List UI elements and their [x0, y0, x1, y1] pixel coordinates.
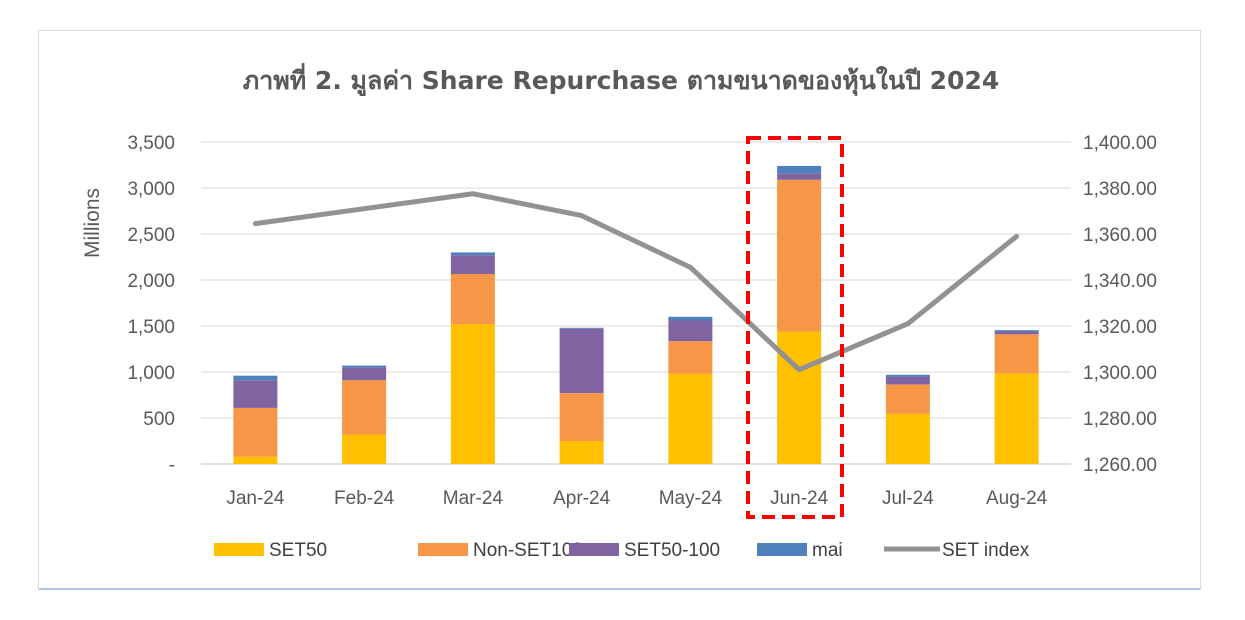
- y2-tick-label: 1,260.00: [1083, 455, 1157, 476]
- bar-segment: [450, 252, 495, 256]
- bar-segment: [777, 179, 822, 332]
- x-tick-label: Jan-24: [226, 488, 285, 509]
- legend-label: Non-SET100: [473, 540, 583, 561]
- bar-segment: [559, 328, 604, 394]
- legend-swatch: [418, 543, 468, 556]
- x-tick-label: Jun-24: [770, 488, 829, 509]
- gridlines: [201, 141, 1071, 465]
- y2-tick-label: 1,280.00: [1083, 409, 1157, 430]
- bar-segment: [885, 376, 930, 385]
- highlight-box: [746, 136, 844, 519]
- chart-frame: ภาพที่ 2. มูลค่า Share Repurchase ตามขนา…: [38, 30, 1201, 590]
- bar-segment: [777, 173, 822, 180]
- y-tick-label: -: [169, 455, 175, 476]
- x-tick-label: Aug-24: [986, 488, 1048, 509]
- chart-svg: ภาพที่ 2. มูลค่า Share Repurchase ตามขนา…: [81, 63, 1157, 561]
- chart-title: ภาพที่ 2. มูลค่า Share Repurchase ตามขนา…: [243, 63, 1000, 97]
- y2-tick-label: 1,320.00: [1083, 317, 1157, 338]
- right-axis-ticks: 1,260.00 1,280.00 1,300.00 1,320.00 1,340.00…: [1083, 133, 1157, 476]
- bar-segment: [885, 413, 930, 464]
- y-axis-label: Millions: [81, 188, 104, 258]
- y-tick-label: 3,000: [127, 179, 175, 200]
- bar-segment: [885, 384, 930, 414]
- bar-segment: [233, 375, 278, 381]
- bar-segment: [342, 367, 387, 381]
- bar-segment: [342, 434, 387, 464]
- y-tick-label: 3,500: [127, 133, 175, 154]
- y2-tick-label: 1,340.00: [1083, 271, 1157, 292]
- x-tick-label: Feb-24: [334, 488, 395, 509]
- set-index-line: [252, 191, 1020, 373]
- legend-label: SET50-100: [624, 540, 720, 561]
- legend-label: mai: [812, 540, 843, 561]
- y-tick-label: 1,500: [127, 317, 175, 338]
- bar-segment: [668, 373, 713, 464]
- x-tick-label: Mar-24: [443, 488, 504, 509]
- bar-segment: [777, 331, 822, 464]
- bar-segment: [233, 456, 278, 464]
- set-index-line-layer: [252, 191, 1020, 373]
- x-tick-label: May-24: [659, 488, 723, 509]
- bar-segment: [450, 324, 495, 464]
- bar-segment: [994, 334, 1039, 374]
- y-tick-label: 2,500: [127, 225, 175, 246]
- x-tick-label: Jul-24: [882, 488, 934, 509]
- bar-segment: [233, 407, 278, 457]
- y2-tick-label: 1,380.00: [1083, 179, 1157, 200]
- legend-swatch: [757, 543, 807, 556]
- bar-segment: [342, 365, 387, 368]
- legend: SET50 Non-SET100 SET50-100 mai SET index: [214, 540, 1030, 561]
- bar-segment: [233, 380, 278, 408]
- bar-segment: [668, 320, 713, 342]
- bar-segment: [994, 330, 1039, 332]
- bar-segment: [994, 373, 1039, 464]
- y-tick-label: 2,000: [127, 271, 175, 292]
- y2-tick-label: 1,400.00: [1083, 133, 1157, 154]
- bar-segment: [559, 327, 604, 329]
- y2-tick-label: 1,300.00: [1083, 363, 1157, 384]
- y-tick-label: 500: [143, 409, 175, 430]
- bar-segment: [450, 255, 495, 275]
- y-tick-label: 1,000: [127, 363, 175, 384]
- bar-segment: [450, 274, 495, 325]
- legend-swatch: [569, 543, 619, 556]
- legend-label: SET50: [269, 540, 327, 561]
- bar-segment: [885, 374, 930, 377]
- x-axis-ticks: Jan-24 Feb-24 Mar-24 Apr-24 May-24 Jun-24 Jul-…: [226, 488, 1047, 509]
- legend-label: SET index: [942, 540, 1030, 561]
- bar-segment: [777, 165, 822, 174]
- bar-segment: [668, 341, 713, 374]
- left-axis-ticks: - 500 1,000 1,500 2,000 2,500 3,000 3,500: [127, 133, 175, 476]
- bar-segment: [668, 316, 713, 321]
- legend-swatch: [214, 543, 264, 556]
- y2-tick-label: 1,360.00: [1083, 225, 1157, 246]
- bar-segment: [342, 380, 387, 435]
- bar-segment: [994, 331, 1039, 335]
- bar-segment: [559, 441, 604, 464]
- x-tick-label: Apr-24: [553, 488, 610, 509]
- bar-segment: [559, 393, 604, 441]
